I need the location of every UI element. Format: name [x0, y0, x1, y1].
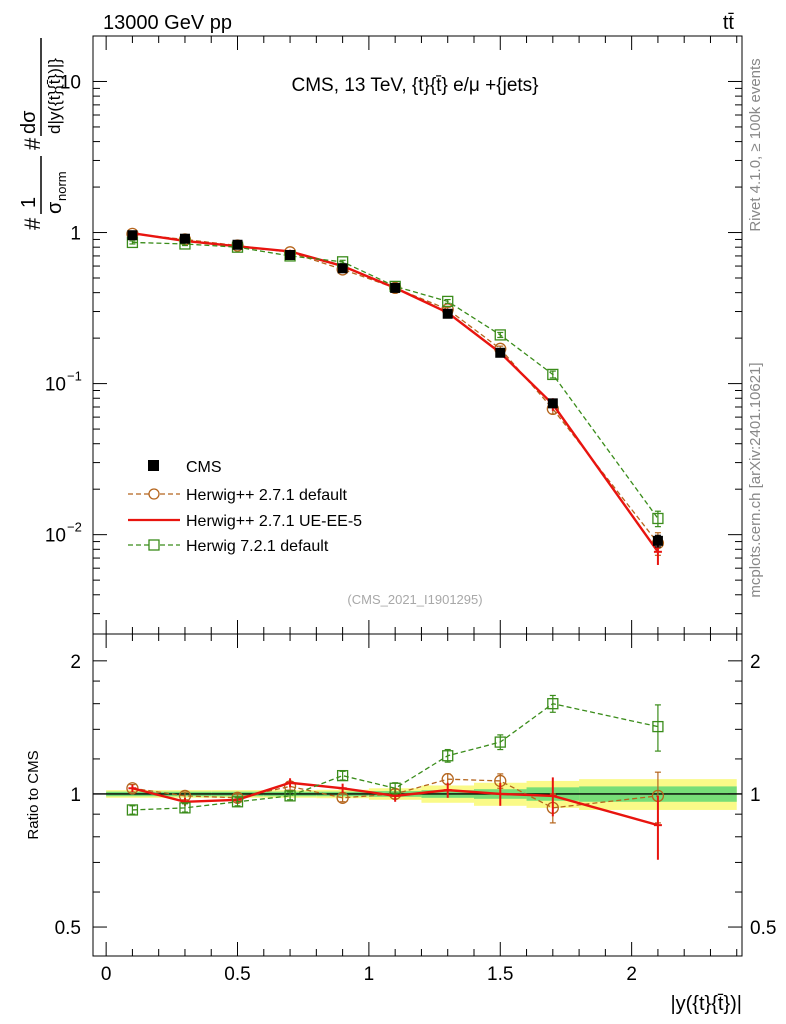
- main-y-tick-label: 10: [60, 72, 81, 93]
- y-label-hash2: #: [20, 137, 45, 150]
- x-axis-label: |y({t}{t̄})|: [670, 993, 742, 1015]
- marker-CMS: [495, 347, 506, 358]
- y-label-dsigma: dσ: [18, 110, 40, 134]
- x-tick-label: 2: [626, 964, 637, 985]
- final-state-label: tt̄: [723, 12, 735, 34]
- ratio-frame: [92, 633, 743, 957]
- ratio-y-tick-label: 1: [70, 785, 81, 806]
- marker-hw721: [179, 802, 191, 814]
- marker-hw721: [547, 698, 559, 710]
- marker-hw721: [442, 295, 454, 308]
- legend-item-cms: CMS: [148, 459, 222, 476]
- ratio-y-tick-label: 0.5: [55, 918, 81, 939]
- marker-CMS: [652, 535, 663, 546]
- marker-CMS: [390, 282, 401, 293]
- ratio-ticks: 0.5 0.5 1 1 2 2: [55, 652, 777, 939]
- legend-item-hwue: Herwig++ 2.7.1 UE-EE-5: [128, 513, 362, 530]
- x-tick-label: 1.5: [487, 964, 513, 985]
- series-line-hwue: [132, 781, 659, 827]
- x-tick-label: 1: [364, 964, 375, 985]
- legend-swatch-cms: [148, 460, 159, 471]
- legend-swatch-hw271-marker: [148, 488, 160, 500]
- y-label-hash1: #: [20, 217, 45, 230]
- ratio-y-tick-label-right: 1: [750, 785, 761, 806]
- y-label-dy: d|y({t}{t̄})|}: [45, 58, 64, 134]
- ratio-y-tick-label: 2: [70, 652, 81, 673]
- main-y-tick-exponent: −2: [67, 520, 82, 535]
- marker-CMS: [285, 250, 296, 261]
- main-y-tick-label: 10: [45, 526, 66, 547]
- main-y-label: # 1 σ norm # dσ d|y({t}{t̄})|}: [18, 38, 69, 230]
- source-label: mcplots.cern.ch [arXiv:2401.10621]: [747, 362, 764, 597]
- series-line-hwue: [132, 232, 659, 553]
- series-line-hw721: [132, 702, 659, 811]
- x-tick-label: 0: [101, 964, 112, 985]
- rivet-label: Rivet 4.1.0, ≥ 100k events: [747, 58, 764, 231]
- marker-hw721: [547, 368, 559, 381]
- legend-item-hw721: Herwig 7.2.1 default: [128, 538, 329, 555]
- marker-hw721: [231, 796, 244, 808]
- legend-label-hw721: Herwig 7.2.1 default: [186, 538, 329, 555]
- process-label: 13000 GeV pp: [103, 12, 232, 34]
- marker-hw721: [494, 329, 506, 341]
- marker-CMS: [127, 230, 138, 241]
- main-series: [126, 227, 665, 565]
- ratio-y-tick-label-right: 0.5: [750, 918, 776, 939]
- analysis-id: (CMS_2021_I1901295): [347, 592, 482, 607]
- main-y-tick-exponent: −1: [67, 369, 82, 384]
- marker-hw721: [126, 804, 139, 816]
- marker-CMS: [442, 308, 453, 319]
- legend-swatch-hw721-marker: [148, 539, 160, 551]
- marker-hw721: [389, 782, 401, 794]
- legend-label-hw271: Herwig++ 2.7.1 default: [186, 487, 348, 504]
- legend-label-cms: CMS: [186, 459, 222, 476]
- marker-CMS: [179, 233, 190, 244]
- ratio-plot-panel: 0.5 0.5 1 1 2 2 Ratio to CMS: [25, 633, 777, 957]
- marker-CMS: [337, 263, 348, 274]
- marker-hw721: [336, 769, 349, 782]
- series-line-hw721: [132, 241, 659, 519]
- marker-CMS: [232, 239, 243, 250]
- legend-label-hwue: Herwig++ 2.7.1 UE-EE-5: [186, 513, 362, 530]
- x-tick-label: 0.5: [224, 964, 250, 985]
- y-label-one: 1: [18, 197, 40, 208]
- main-title: CMS, 13 TeV, {t}{t̄} e/μ +{jets}: [291, 75, 538, 96]
- main-y-tick-label: 10: [45, 375, 66, 396]
- main-y-tick-label: 1: [70, 224, 81, 245]
- ratio-y-tick-label-right: 2: [750, 652, 761, 673]
- legend: CMS Herwig++ 2.7.1 default Herwig++ 2.7.…: [128, 459, 362, 555]
- marker-hw721: [284, 790, 296, 802]
- y-label-sigma: σ: [44, 201, 66, 214]
- marker-hw271: [126, 782, 139, 795]
- y-label-norm: norm: [54, 171, 69, 201]
- marker-CMS: [547, 398, 558, 409]
- ratio-y-label: Ratio to CMS: [25, 750, 42, 839]
- marker-hw721: [442, 750, 454, 762]
- marker-hw721: [652, 512, 664, 525]
- ratio-series: [126, 694, 665, 860]
- legend-item-hw271: Herwig++ 2.7.1 default: [128, 487, 348, 504]
- marker-hw721: [494, 736, 506, 748]
- marker-hw721: [652, 720, 664, 733]
